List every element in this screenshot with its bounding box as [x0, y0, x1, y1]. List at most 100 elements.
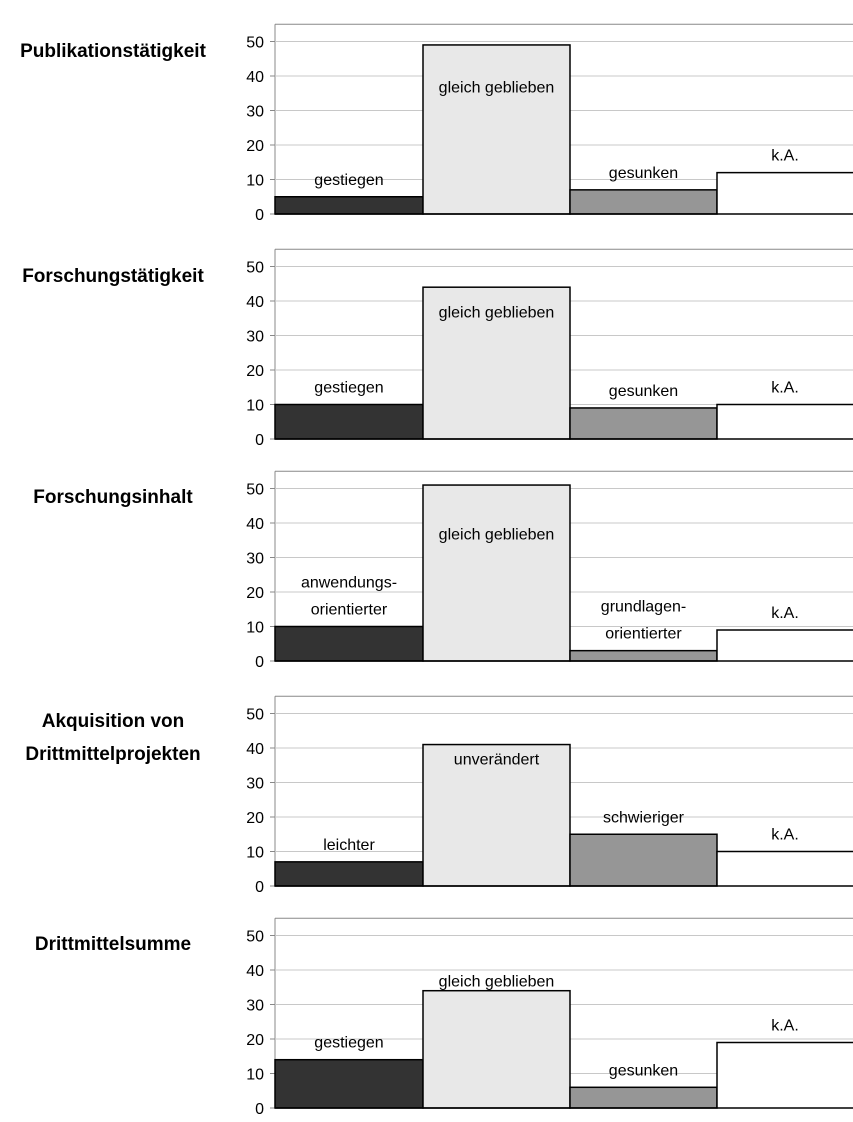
y-tick-label: 30 — [246, 551, 264, 568]
bar-label: k.A. — [771, 148, 799, 165]
chart-title: Publikationstätigkeit — [20, 41, 206, 62]
bar-label: k.A. — [771, 827, 799, 844]
y-tick-label: 30 — [246, 104, 264, 121]
bar-label: schwieriger — [603, 809, 685, 826]
bar — [274, 1058, 424, 1109]
bar-label: gleich geblieben — [439, 304, 555, 321]
bar-label-line: gleich geblieben — [439, 526, 555, 543]
bar — [569, 1086, 718, 1109]
bar-outline — [716, 403, 853, 439]
y-tick-label: 40 — [246, 516, 264, 533]
y-tick-label: 0 — [255, 654, 264, 671]
bar-label-line: gesunken — [609, 165, 678, 182]
bar-label-line: orientierter — [311, 602, 388, 619]
y-tick-label: 0 — [255, 1101, 264, 1118]
bar-label-line: leichter — [323, 837, 375, 854]
bar-label: anwendungs-orientierter — [301, 575, 397, 619]
bar-label: k.A. — [771, 380, 799, 397]
bar — [422, 484, 571, 662]
bar-label-line: gestiegen — [314, 172, 383, 189]
chart-title-line: Forschungsinhalt — [33, 487, 193, 508]
y-tick-label: 50 — [246, 707, 264, 724]
bar-label: gesunken — [609, 165, 678, 182]
bar — [274, 861, 424, 887]
y-tick-label: 30 — [246, 329, 264, 346]
y-tick-label: 10 — [246, 173, 264, 190]
y-tick-label: 10 — [246, 398, 264, 415]
y-tick-label: 40 — [246, 294, 264, 311]
bar-label-line: gleich geblieben — [439, 973, 555, 990]
bar-label: k.A. — [771, 605, 799, 622]
bar-label-line: gleich geblieben — [439, 304, 555, 321]
bar-label-line: k.A. — [771, 827, 799, 844]
bar-label-line: unverändert — [454, 751, 540, 768]
bar — [717, 629, 853, 661]
y-tick-label: 10 — [246, 620, 264, 637]
chart-title-line: Drittmittelsumme — [35, 934, 191, 955]
chart-title-line: Publikationstätigkeit — [20, 41, 206, 62]
bar — [569, 189, 718, 215]
bar-label: gleich geblieben — [439, 526, 555, 543]
bar — [717, 404, 853, 439]
y-tick-label: 10 — [246, 845, 264, 862]
bar-label-line: k.A. — [771, 148, 799, 165]
y-tick-label: 50 — [246, 929, 264, 946]
bar-label-line: gesunken — [609, 1062, 678, 1079]
bar — [422, 286, 571, 440]
chart-panel-4: Akquisition von Drittmittelprojekten 0 10 20… — [25, 695, 853, 896]
bar — [422, 989, 571, 1109]
y-tick-label: 20 — [246, 1032, 264, 1049]
chart-title: Drittmittelsumme — [35, 934, 191, 955]
y-tick-label: 20 — [246, 138, 264, 155]
chart-title: Akquisition von Drittmittelprojekten — [25, 711, 200, 765]
y-tick-label: 40 — [246, 963, 264, 980]
bar-label: gleich geblieben — [439, 79, 555, 96]
bar-label-line: grundlagen- — [601, 599, 686, 616]
chart-panel-3: Forschungsinhalt 0 10 20 30 40 50 anwendungs-or… — [33, 470, 853, 671]
y-tick-label: 40 — [246, 741, 264, 758]
chart-panel-5: Drittmittelsumme 0 10 20 30 40 50 gestiegen glei… — [35, 917, 853, 1118]
y-tick-label: 50 — [246, 35, 264, 52]
bar-label: gestiegen — [314, 172, 383, 189]
chart-title: Forschungstätigkeit — [22, 266, 204, 287]
bar — [569, 833, 718, 887]
y-tick-label: 10 — [246, 1067, 264, 1084]
chart-panel-1: Publikationstätigkeit 0 10 20 30 40 50 gestiege… — [20, 23, 853, 224]
bar-label-line: orientierter — [605, 626, 682, 643]
bar-label: leichter — [323, 837, 375, 854]
y-tick-label: 20 — [246, 363, 264, 380]
bar — [274, 403, 424, 440]
bar-label: gleich geblieben — [439, 973, 555, 990]
bar-label-line: gesunken — [609, 383, 678, 400]
bar-label-line: anwendungs- — [301, 575, 397, 592]
bar-label: gesunken — [609, 383, 678, 400]
bar-label: gestiegen — [314, 380, 383, 397]
y-tick-label: 20 — [246, 585, 264, 602]
bar-label-line: k.A. — [771, 605, 799, 622]
bar — [717, 851, 853, 886]
chart-panel-2: Forschungstätigkeit 0 10 20 30 40 50 gestiegen g… — [22, 248, 853, 449]
chart-title-line: Akquisition von — [42, 711, 185, 732]
bar-label-line: k.A. — [771, 380, 799, 397]
bar-label: gesunken — [609, 1062, 678, 1079]
y-tick-label: 20 — [246, 810, 264, 827]
bar-label-line: gestiegen — [314, 380, 383, 397]
bar-label-line: schwieriger — [603, 809, 685, 826]
bar — [717, 172, 853, 214]
bar — [569, 407, 718, 440]
bar-label: k.A. — [771, 1017, 799, 1034]
y-tick-label: 0 — [255, 432, 264, 449]
y-tick-label: 50 — [246, 482, 264, 499]
y-tick-label: 30 — [246, 998, 264, 1015]
bar — [274, 625, 424, 662]
bar — [422, 44, 571, 215]
y-tick-label: 30 — [246, 776, 264, 793]
chart-title-line: Forschungstätigkeit — [22, 266, 204, 287]
bar — [422, 743, 571, 887]
y-tick-label: 50 — [246, 260, 264, 277]
bar — [274, 196, 424, 215]
bar-label-line: gleich geblieben — [439, 79, 555, 96]
y-tick-label: 40 — [246, 69, 264, 86]
chart-title: Forschungsinhalt — [33, 487, 193, 508]
